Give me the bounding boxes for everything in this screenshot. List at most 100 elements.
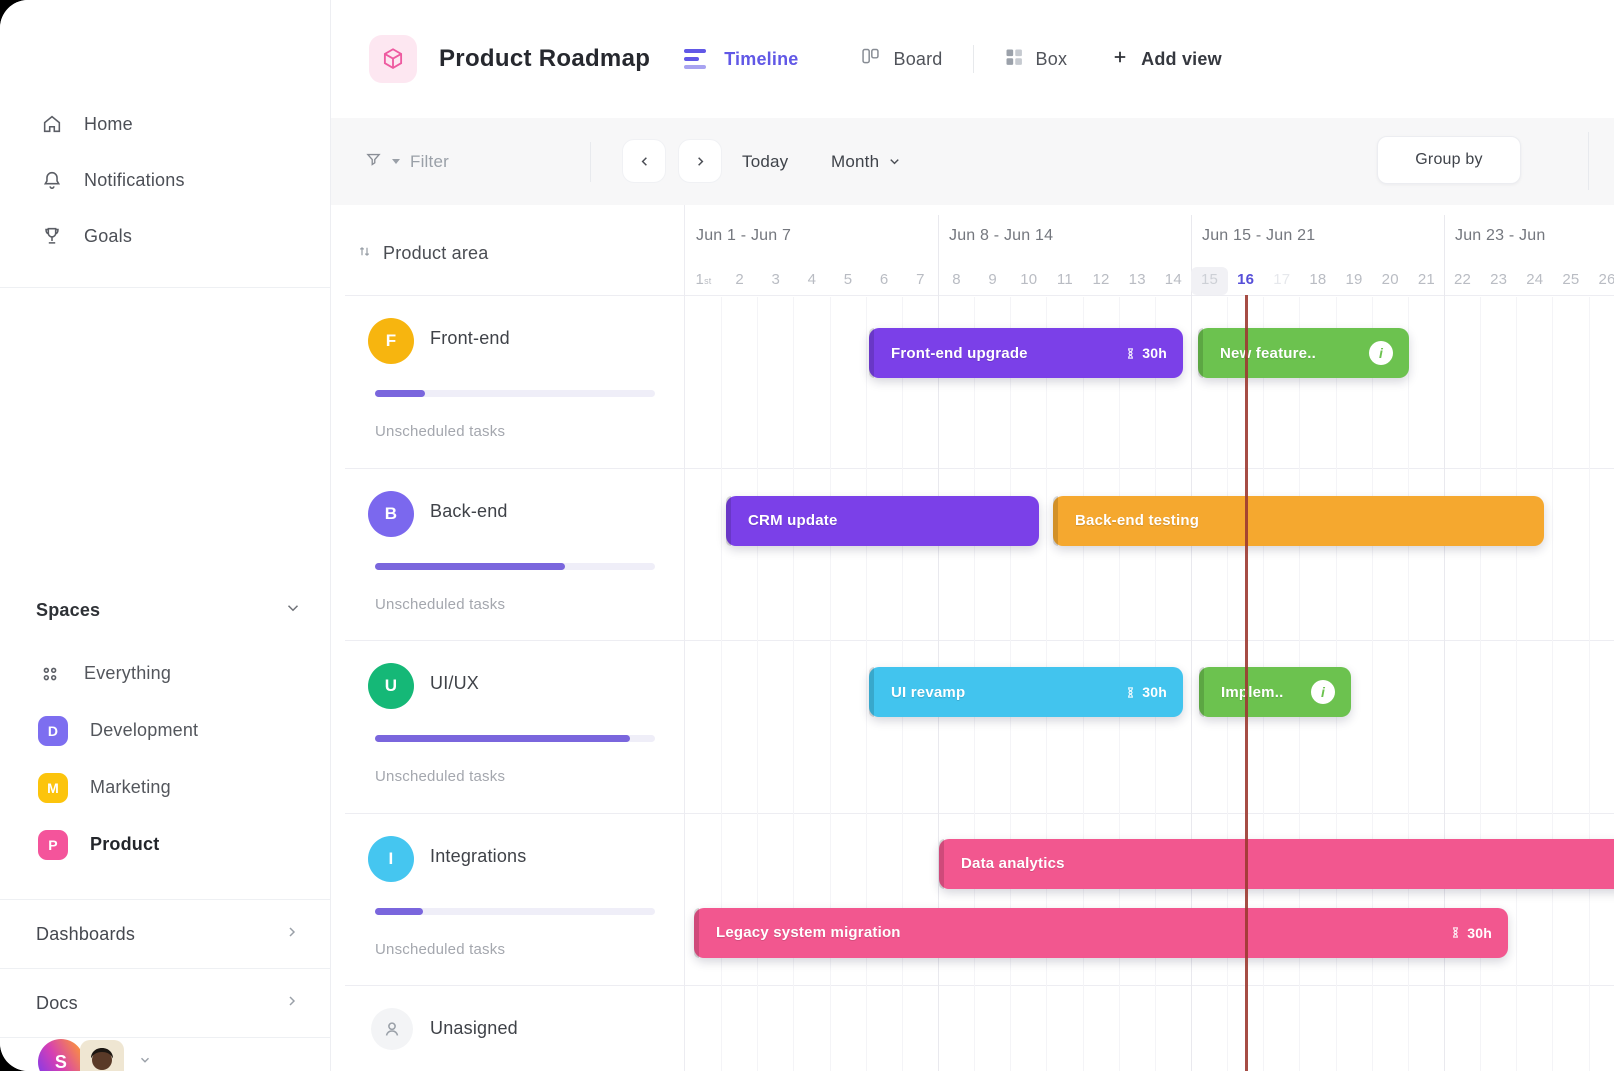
sidebar-item-notifications[interactable]: Notifications (0, 152, 330, 208)
row-name: Unasigned (430, 1018, 518, 1038)
side-link-label: Docs (36, 992, 78, 1013)
spaces-header[interactable]: Spaces (0, 575, 330, 645)
sidebar-divider (0, 899, 330, 900)
grid-dots-icon (38, 662, 62, 686)
sidebar: Home Notifications Goals Spaces (0, 0, 331, 1071)
row-avatar: I (368, 835, 414, 882)
day-gridline (1408, 297, 1409, 1071)
space-label: Product (90, 834, 160, 854)
day-gridline (757, 297, 758, 1071)
progress-fill (375, 562, 566, 570)
task-bar-label: Data analytics (961, 855, 1065, 872)
column-header[interactable]: Product area (357, 243, 488, 264)
timeline-chart: Jun 1 - Jun 7 Jun 8 - Jun 14 Jun 15 - Ju… (684, 205, 1614, 1071)
task-bar-label: New feature.. (1220, 344, 1316, 362)
task-bar[interactable]: Implem.. i (1199, 667, 1351, 717)
time-estimate-badge: 30h (1449, 925, 1492, 941)
task-bar[interactable]: Legacy system migration 30h (694, 907, 1508, 958)
filter-button[interactable]: Filter (365, 118, 449, 205)
sidebar-item-label: Notifications (84, 169, 185, 190)
timeline-row[interactable]: U UI/UX Unscheduled tasks (331, 640, 684, 813)
today-button[interactable]: Today (742, 151, 789, 171)
day-gridline (1372, 297, 1373, 1071)
progress-bar (375, 562, 655, 570)
time-estimate-badge: 30h (1124, 345, 1167, 361)
add-view-label: Add view (1141, 48, 1222, 69)
day-number: 23 (1490, 271, 1508, 288)
row-avatar: U (368, 663, 414, 709)
task-bar-label: Implem.. (1221, 683, 1284, 701)
task-bar-label: Front-end upgrade (891, 344, 1028, 362)
day-number: 26 (1598, 271, 1614, 288)
unscheduled-tasks-label[interactable]: Unscheduled tasks (375, 595, 506, 613)
day-number: 10 (1020, 271, 1038, 288)
day-number: 1st (695, 271, 712, 288)
unscheduled-tasks-label[interactable]: Unscheduled tasks (375, 940, 506, 958)
tab-box[interactable]: Box (1004, 47, 1068, 72)
timeline-row[interactable]: F Front-end Unscheduled tasks (331, 295, 684, 468)
plus-icon (1111, 48, 1129, 71)
timeline-row[interactable]: Unasigned (331, 985, 684, 1071)
task-bar[interactable]: Front-end upgrade 30h (869, 328, 1183, 378)
row-name: Integrations (430, 845, 527, 866)
space-label: Development (90, 720, 199, 740)
sort-icon (357, 243, 372, 264)
week-label: Jun 1 - Jun 7 (696, 227, 792, 244)
day-number: 12 (1092, 271, 1110, 288)
space-label: Everything (84, 663, 172, 683)
day-number: 17 (1273, 271, 1291, 288)
toolbar-divider (590, 142, 591, 182)
page-title: Product Roadmap (439, 45, 651, 72)
task-bar[interactable]: UI revamp 30h (869, 667, 1183, 717)
estimate-label: 30h (1467, 924, 1492, 941)
chevron-down-icon (890, 159, 899, 165)
chevron-down-icon (284, 599, 302, 622)
task-bar[interactable]: New feature.. i (1198, 328, 1409, 378)
sidebar-item-development[interactable]: D Development (0, 702, 330, 759)
info-icon[interactable]: i (1311, 680, 1335, 704)
task-bar[interactable]: CRM update (726, 495, 1039, 546)
sidebar-item-home[interactable]: Home (0, 96, 330, 152)
progress-bar (375, 390, 655, 397)
toolbar-divider (1588, 132, 1589, 190)
unscheduled-tasks-label[interactable]: Unscheduled tasks (375, 423, 506, 440)
sidebar-item-everything[interactable]: Everything (0, 645, 330, 702)
sidebar-item-label: Home (84, 113, 133, 134)
group-by-button[interactable]: Group by (1377, 136, 1521, 184)
day-gridline (1552, 297, 1553, 1071)
unscheduled-tasks-label[interactable]: Unscheduled tasks (375, 768, 506, 785)
user-area[interactable]: S (38, 1039, 152, 1071)
sidebar-divider (0, 968, 330, 969)
time-estimate-badge: 30h (1124, 684, 1167, 700)
prev-button[interactable] (622, 139, 666, 183)
add-view-button[interactable]: Add view (1111, 48, 1222, 71)
tab-board[interactable]: Board (860, 46, 942, 72)
trophy-icon (40, 224, 64, 248)
tab-timeline[interactable]: Timeline (724, 49, 798, 70)
task-bar[interactable]: Back-end testing (1053, 495, 1544, 546)
sidebar-item-dashboards[interactable]: Dashboards (0, 900, 330, 968)
sidebar-item-label: Goals (84, 225, 133, 246)
sidebar-item-product[interactable]: P Product (0, 816, 330, 873)
row-divider (345, 467, 1614, 469)
sidebar-item-goals[interactable]: Goals (0, 208, 330, 264)
progress-bar (375, 735, 655, 742)
sidebar-item-docs[interactable]: Docs (0, 969, 330, 1037)
info-icon[interactable]: i (1369, 341, 1393, 365)
tab-label: Box (1035, 48, 1068, 69)
row-avatar: F (368, 318, 414, 364)
sidebar-item-marketing[interactable]: M Marketing (0, 759, 330, 816)
day-number: 22 (1453, 271, 1472, 288)
home-icon (40, 112, 64, 136)
row-list: F Front-end Unscheduled tasks B Back-end Unsc… (331, 295, 684, 1071)
timeline-row[interactable]: I Integrations Unscheduled tasks (331, 813, 684, 986)
next-button[interactable] (678, 139, 722, 183)
zoom-level-select[interactable]: Month (831, 118, 902, 205)
space-badge: P (38, 829, 68, 860)
day-gridline (793, 297, 794, 1071)
day-gridline (1480, 297, 1481, 1071)
timeline-row[interactable]: B Back-end Unscheduled tasks (331, 468, 684, 641)
row-divider (345, 812, 1614, 814)
task-bar[interactable]: Data analytics (939, 838, 1614, 889)
